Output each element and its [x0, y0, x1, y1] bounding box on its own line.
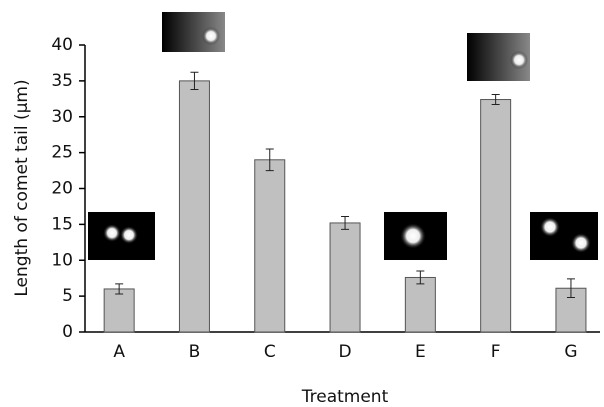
- y-tick-label: 35: [51, 71, 73, 91]
- y-tick-label: 25: [51, 143, 73, 163]
- bar: [330, 223, 360, 332]
- x-tick-label: B: [189, 342, 201, 362]
- y-tick-label: 10: [51, 250, 73, 270]
- y-tick-label: 30: [51, 107, 73, 127]
- bar: [405, 277, 435, 332]
- bar: [481, 100, 511, 332]
- x-tick-label: D: [339, 342, 352, 362]
- y-tick-label: 15: [51, 214, 73, 234]
- chart: Treatment Length of comet tail (μm) 0 5 10…: [0, 0, 604, 407]
- y-tick-label: 20: [51, 179, 73, 199]
- x-tick-label: A: [113, 342, 125, 362]
- x-tick-label: C: [264, 342, 276, 362]
- bar: [104, 289, 134, 332]
- page: Treatment Length of comet tail (μm) 0 5 10…: [0, 0, 604, 407]
- x-axis-title: Treatment: [301, 387, 389, 407]
- x-tick-label: F: [491, 342, 501, 362]
- y-tick-label: 0: [62, 322, 73, 342]
- x-tick-label: G: [564, 342, 577, 362]
- x-tick-label: E: [415, 342, 426, 362]
- y-axis-title: Length of comet tail (μm): [12, 79, 32, 296]
- y-tick-label: 40: [51, 35, 73, 55]
- bar: [255, 160, 285, 332]
- y-tick-label: 5: [62, 286, 73, 306]
- bar: [179, 81, 209, 332]
